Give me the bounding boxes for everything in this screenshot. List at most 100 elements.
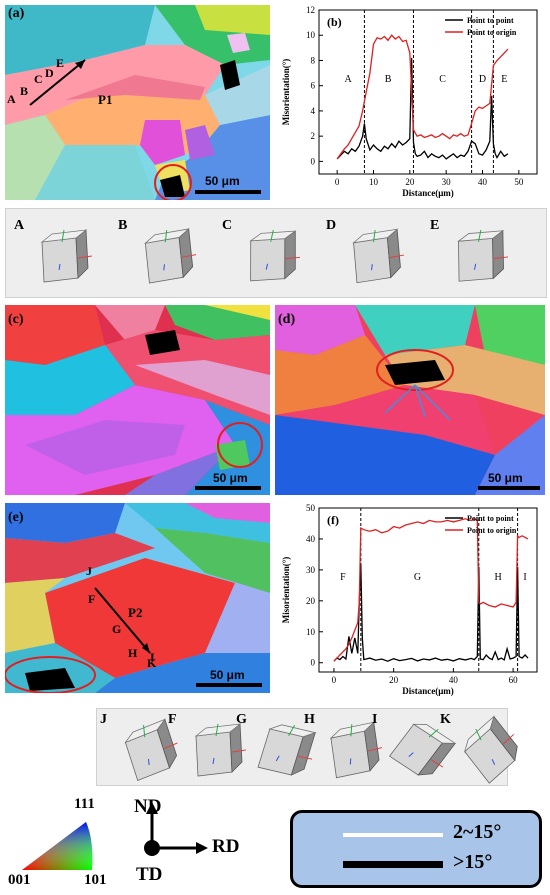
cube-label: C bbox=[222, 218, 233, 233]
series-line-point-to-point bbox=[333, 563, 529, 662]
series-line-point-to-origin bbox=[336, 34, 509, 160]
x-axis-label: Distance(μm) bbox=[402, 686, 454, 696]
cube-label: D bbox=[326, 218, 337, 233]
y-tick-label: 0 bbox=[311, 156, 316, 166]
cube-axis-blue bbox=[473, 263, 477, 270]
cube-axis-blue bbox=[163, 264, 165, 271]
cube-axis-red bbox=[164, 742, 178, 749]
axis-label-rd: RD bbox=[212, 836, 240, 857]
cube-top bbox=[194, 723, 242, 737]
cube-axis-blue bbox=[212, 757, 215, 765]
cube-body bbox=[249, 229, 300, 282]
scale-bar-a bbox=[195, 190, 261, 194]
cube-axis-blue bbox=[275, 755, 280, 762]
scale-text-c: 50 μm bbox=[213, 471, 248, 485]
cube-front bbox=[195, 731, 233, 777]
ebsd-map-c bbox=[5, 305, 270, 495]
cube-axis-green bbox=[477, 229, 482, 243]
legend-label: Point to point bbox=[467, 16, 514, 25]
cube-label: F bbox=[168, 712, 177, 727]
cube-front bbox=[330, 730, 371, 779]
cube-top bbox=[40, 229, 88, 243]
legend-label: Point to point bbox=[467, 514, 514, 523]
thin-boundary-line bbox=[343, 833, 443, 837]
orientation-cube-icon bbox=[144, 228, 197, 284]
axis-label-td: TD bbox=[136, 864, 163, 885]
ipf-label-111: 111 bbox=[74, 796, 95, 812]
scale-bar-d bbox=[478, 486, 540, 490]
cube-axis-green bbox=[475, 728, 482, 741]
x-tick-label: 0 bbox=[332, 675, 337, 685]
cube-label: A bbox=[14, 218, 25, 233]
legend-label: Point to origin bbox=[467, 526, 517, 535]
y-axis-label: Misorientation(°) bbox=[281, 557, 291, 624]
cube-body bbox=[40, 229, 93, 283]
cube-label: H bbox=[304, 712, 315, 727]
panel-letter-a: (a) bbox=[8, 6, 25, 21]
cube-axis-red bbox=[430, 759, 444, 768]
ipf-triangle-icon bbox=[22, 822, 93, 870]
x-axis-label: Distance(μm) bbox=[402, 188, 454, 198]
x-tick-label: 20 bbox=[389, 675, 399, 685]
segment-label: D bbox=[479, 74, 486, 85]
boundary-legend: 2~15° >15° bbox=[290, 810, 542, 888]
grain-label-p1: P1 bbox=[98, 92, 113, 107]
cube-top bbox=[124, 718, 166, 744]
cube-label: E bbox=[430, 218, 440, 233]
ebsd-map-e-image bbox=[5, 503, 270, 693]
orientation-cube-icon bbox=[352, 228, 405, 284]
series-line-point-to-point bbox=[336, 57, 509, 160]
cube-body bbox=[463, 715, 518, 784]
x-tick-label: 50 bbox=[514, 177, 524, 187]
y-tick-label: 6 bbox=[311, 81, 316, 91]
cube-axis-red bbox=[182, 254, 197, 258]
segment-label: H bbox=[495, 572, 502, 583]
segment-label: A bbox=[344, 74, 352, 85]
segment-label: B bbox=[385, 74, 392, 85]
orientation-cube-icon bbox=[249, 229, 300, 282]
cube-body bbox=[194, 723, 247, 777]
thick-boundary-line bbox=[343, 861, 443, 868]
cube-axis-blue bbox=[371, 264, 373, 271]
y-tick-label: 12 bbox=[306, 5, 315, 15]
cube-top bbox=[268, 724, 317, 738]
cube-top bbox=[412, 723, 457, 744]
x-tick-label: 40 bbox=[449, 675, 459, 685]
point-label-g: G bbox=[112, 622, 122, 636]
cube-axis-green bbox=[350, 724, 353, 737]
cube-label: K bbox=[440, 712, 451, 727]
cube-label: B bbox=[118, 218, 128, 233]
x-tick-label: 0 bbox=[335, 177, 340, 187]
y-tick-label: 30 bbox=[306, 565, 316, 575]
point-label-c: C bbox=[34, 72, 43, 86]
cube-axis-green bbox=[373, 229, 376, 243]
cube-front bbox=[458, 237, 494, 282]
cube-axis-green bbox=[164, 230, 168, 243]
cube-axis-red bbox=[390, 254, 405, 259]
ebsd-map-a-image bbox=[5, 5, 270, 200]
misorientation-chart-f: 0 20 40 60 0 10 20 30 40 50 Distance(μm) Misorienta… bbox=[281, 503, 538, 696]
cube-top bbox=[249, 230, 297, 242]
ipf-label-101: 101 bbox=[84, 872, 107, 888]
cube-axis-green bbox=[270, 229, 274, 242]
cube-axis-blue bbox=[265, 263, 269, 270]
ipf-legend: 111 001 101 bbox=[8, 796, 118, 892]
cube-axis-red bbox=[493, 256, 509, 259]
ebsd-map-c-image bbox=[5, 305, 270, 495]
segment-label: E bbox=[501, 74, 507, 85]
cube-body bbox=[257, 724, 317, 776]
cube-body bbox=[388, 723, 457, 776]
ebsd-map-e bbox=[5, 503, 270, 693]
cube-label: G bbox=[236, 712, 247, 727]
segment-label: C bbox=[439, 74, 446, 85]
thick-boundary-label: >15° bbox=[453, 851, 493, 873]
misorientation-chart-b: 0 10 20 30 40 50 0 2 4 6 8 10 12 Distance(μm) Misorien… bbox=[281, 5, 538, 198]
cube-axis-red bbox=[77, 255, 93, 259]
cube-top bbox=[329, 721, 376, 739]
scale-bar-c bbox=[195, 486, 261, 490]
x-tick-label: 10 bbox=[369, 177, 379, 187]
cube-side bbox=[229, 723, 243, 773]
y-tick-label: 4 bbox=[311, 106, 316, 116]
orientation-cube-icon bbox=[457, 229, 509, 282]
x-tick-label: 60 bbox=[509, 675, 519, 685]
